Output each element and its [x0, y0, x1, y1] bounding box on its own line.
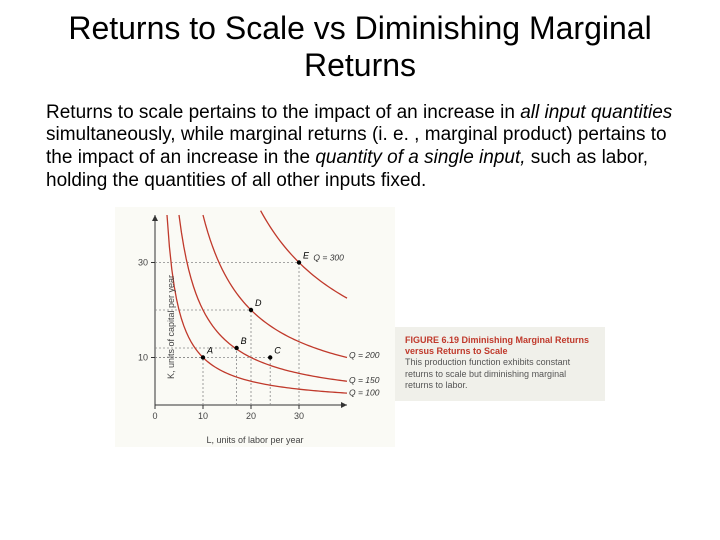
body-paragraph: Returns to scale pertains to the impact … [40, 102, 680, 193]
svg-text:Q = 200: Q = 200 [349, 350, 380, 360]
svg-text:B: B [241, 336, 247, 346]
caption-title: FIGURE 6.19 Diminishing Marginal Returns… [405, 335, 595, 358]
svg-text:0: 0 [152, 411, 157, 421]
svg-text:C: C [274, 345, 281, 355]
body-ital2: quantity of a single input, [315, 147, 525, 168]
isoquant-chart: K, units of capital per year 0 10 20 30 10 30… [115, 207, 395, 447]
svg-text:10: 10 [198, 411, 208, 421]
svg-text:Q = 300: Q = 300 [313, 252, 344, 262]
slide-title: Returns to Scale vs Diminishing Marginal… [40, 10, 680, 84]
figure-caption: FIGURE 6.19 Diminishing Marginal Returns… [395, 327, 605, 401]
body-part1: Returns to scale pertains to the impact … [46, 102, 520, 123]
svg-text:Q = 100: Q = 100 [349, 387, 380, 397]
svg-text:30: 30 [138, 257, 148, 267]
svg-text:D: D [255, 298, 262, 308]
svg-text:10: 10 [138, 352, 148, 362]
caption-body: This production function exhibits consta… [405, 357, 595, 391]
svg-text:Q = 150: Q = 150 [349, 375, 380, 385]
body-ital1: all input quantities [520, 102, 672, 123]
chart-svg: 0 10 20 30 10 30 Q = 100 Q = 150 Q = 200 Q = 300 A… [115, 207, 395, 433]
svg-text:30: 30 [294, 411, 304, 421]
figure-row: K, units of capital per year 0 10 20 30 10 30… [40, 207, 680, 447]
svg-text:E: E [303, 250, 310, 260]
svg-text:A: A [206, 345, 213, 355]
y-axis-label: K, units of capital per year [166, 275, 176, 379]
svg-text:20: 20 [246, 411, 256, 421]
x-axis-label: L, units of labor per year [206, 435, 303, 445]
